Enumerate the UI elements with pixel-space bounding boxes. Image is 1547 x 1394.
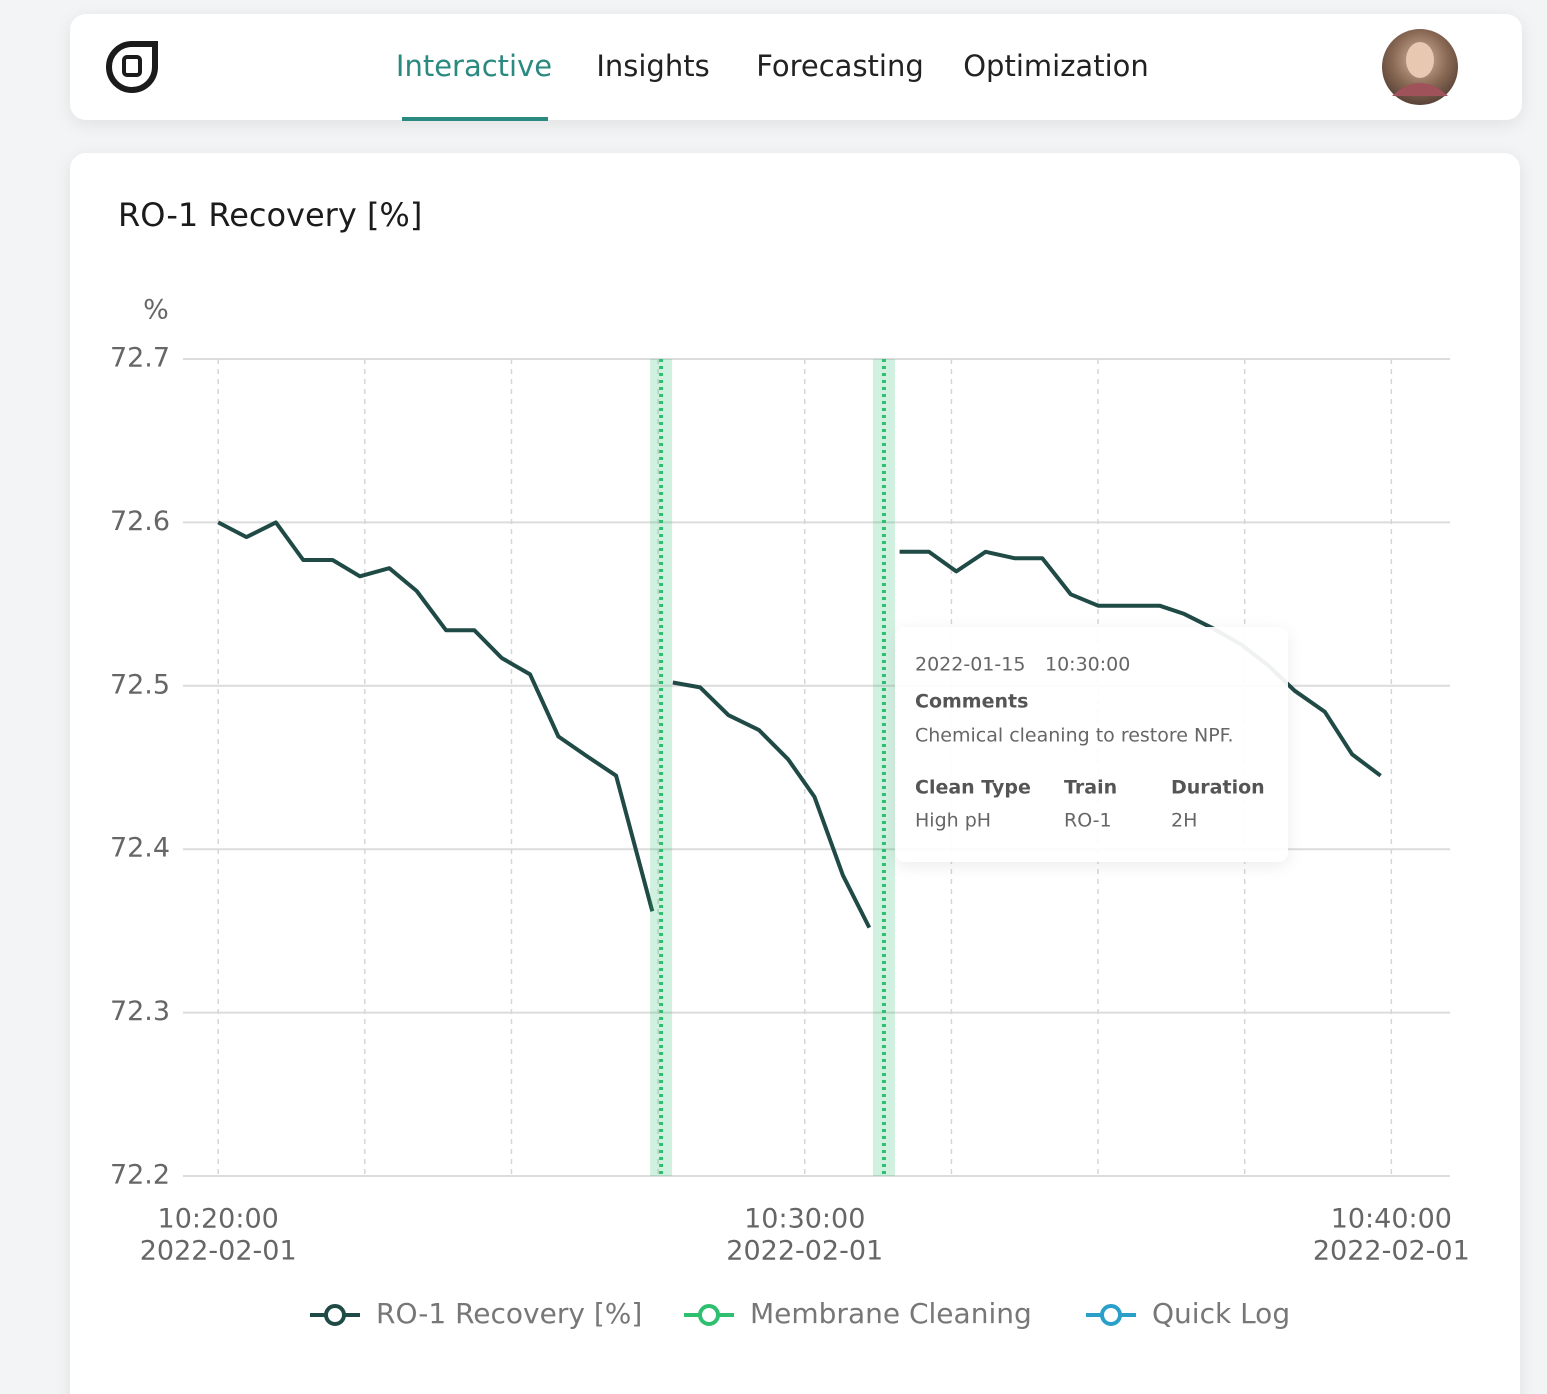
nav-tab[interactable]: Insights (596, 49, 709, 83)
y-tick-label: 72.5 (110, 669, 170, 700)
tooltip-comments-label: Comments (915, 691, 1028, 713)
tooltip: 2022-01-15 10:30:00 Comments Chemical cl… (895, 627, 1288, 862)
legend-label: Quick Log (1152, 1297, 1290, 1330)
chart-title: RO-1 Recovery [%] (118, 196, 422, 234)
x-tick-label: 2022-02-01 (140, 1236, 297, 1267)
avatar[interactable] (1382, 29, 1458, 105)
tooltip-comments: Chemical cleaning to restore NPF. (915, 725, 1234, 747)
nav-tab[interactable]: Optimization (963, 49, 1149, 83)
tooltip-header: Duration (1171, 777, 1265, 799)
y-tick-label: 72.2 (110, 1160, 170, 1191)
nav-tab[interactable]: Interactive (396, 49, 552, 83)
x-tick-label: 10:40:00 (1331, 1204, 1452, 1235)
y-tick-label: 72.7 (110, 343, 170, 374)
y-tick-label: 72.3 (110, 996, 170, 1027)
x-tick-label: 2022-02-01 (726, 1236, 883, 1267)
x-tick-label: 10:30:00 (744, 1204, 865, 1235)
page: Interactive Insights Forecasting Optimiz… (0, 0, 1547, 1394)
tooltip-value: RO-1 (1064, 810, 1112, 832)
event-marker (650, 359, 672, 1176)
nav-tab[interactable]: Forecasting (756, 49, 924, 83)
legend-swatch-dot (700, 1306, 718, 1324)
x-tick-label: 2022-02-01 (1313, 1236, 1470, 1267)
screen: Interactive Insights Forecasting Optimiz… (0, 0, 1547, 1394)
event-marker (873, 359, 895, 1176)
legend-swatch-dot (1102, 1306, 1120, 1324)
y-axis-unit: % (143, 295, 169, 326)
y-tick-label: 72.4 (110, 833, 170, 864)
active-tab-underline (402, 117, 548, 121)
y-tick-label: 72.6 (110, 506, 170, 537)
tooltip-date: 2022-01-15 (915, 654, 1025, 676)
legend-label: RO-1 Recovery [%] (376, 1297, 642, 1330)
legend-label: Membrane Cleaning (750, 1297, 1032, 1330)
legend-swatch-dot (326, 1306, 344, 1324)
tooltip-header: Train (1064, 777, 1117, 799)
tooltip-value: High pH (915, 810, 991, 832)
tooltip-header: Clean Type (915, 777, 1031, 799)
x-tick-label: 10:20:00 (158, 1204, 279, 1235)
tooltip-value: 2H (1171, 810, 1197, 832)
tooltip-time: 10:30:00 (1045, 654, 1130, 676)
